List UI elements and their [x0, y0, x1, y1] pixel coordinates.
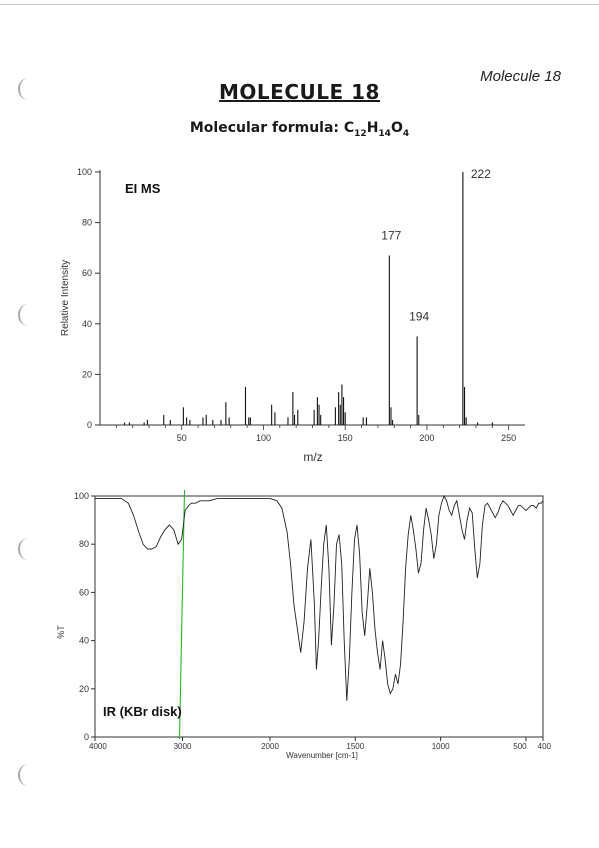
binder-hole-1	[18, 78, 38, 100]
binder-hole-2	[18, 304, 38, 326]
binder-hole-4	[18, 764, 38, 786]
ir-chart-title: IR (KBr disk)	[103, 704, 182, 719]
formula-element: H	[366, 120, 379, 136]
ir-x-tick-label: 2000	[261, 742, 279, 751]
ms-y-tick-label: 80	[82, 218, 92, 228]
ir-plot-frame	[94, 495, 544, 738]
ms-y-axis-label: Relative Intensity	[60, 260, 71, 336]
ms-y-tick-label: 100	[77, 167, 92, 177]
ms-x-axis-label: m/z	[303, 450, 322, 464]
formula-element: C	[343, 120, 355, 136]
formula-parts: C12H14O4	[343, 120, 410, 139]
binder-hole-3	[18, 538, 38, 560]
ir-x-tick-label: 400	[538, 742, 552, 751]
ms-x-tick-label: 200	[419, 433, 434, 443]
ir-x-tick-label: 500	[513, 742, 527, 751]
ir-x-tick-label: 1000	[432, 742, 450, 751]
ms-peaks	[123, 172, 493, 425]
ms-y-tick-label: 0	[87, 420, 92, 430]
scan-edge-line	[0, 4, 599, 5]
ir-y-tick-label: 20	[79, 684, 89, 694]
ir-y-tick-label: 0	[84, 732, 89, 742]
ir-y-tick-label: 100	[74, 491, 89, 501]
ms-peak-label: 194	[409, 309, 429, 323]
ms-x-tick-label: 50	[177, 433, 187, 443]
ms-x-tick-label: 150	[338, 433, 353, 443]
ir-y-tick-label: 40	[79, 636, 89, 646]
page-title: MOLECULE 18	[219, 80, 380, 104]
ir-x-tick-label: 3000	[174, 742, 192, 751]
ms-chart: 0 20 40 60 80 100 50 100 150 200 250 177 194 222 EI …	[60, 167, 525, 464]
formula-prefix: Molecular formula:	[189, 120, 344, 136]
ms-x-tick-label: 100	[256, 433, 271, 443]
ms-peak-label: 177	[381, 228, 401, 242]
formula-subscript: 12	[354, 128, 367, 139]
formula-subscript: 14	[378, 128, 391, 139]
page-title-wrap: MOLECULE 18	[0, 80, 599, 104]
ir-x-tick-label: 1500	[346, 742, 364, 751]
ir-trace	[95, 494, 544, 701]
ms-y-tick-label: 60	[82, 268, 92, 278]
ir-x-tick-label: 4000	[89, 742, 107, 751]
ms-peak-label: 222	[471, 167, 491, 181]
formula-subscript: 4	[402, 128, 410, 139]
ms-peak-labels: 177 194 222	[381, 167, 491, 323]
ir-x-axis-label: Wavenumber [cm-1]	[286, 751, 358, 760]
ms-y-tick-label: 40	[82, 319, 92, 329]
ms-x-tick-label: 250	[501, 433, 516, 443]
ir-marker-line	[178, 489, 186, 740]
corner-label: Molecule 18	[480, 68, 561, 85]
ir-y-tick-label: 60	[79, 587, 89, 597]
ms-chart-title: EI MS	[125, 181, 161, 196]
ir-axes: 0 20 40 60 80 100 4000 3000 2000 1500 1000 500 400	[74, 491, 552, 751]
ms-y-tick-label: 20	[82, 369, 92, 379]
ir-y-axis-label: %T	[56, 625, 66, 639]
formula-element: O	[390, 120, 403, 136]
molecular-formula: Molecular formula: C12H14O4	[0, 120, 599, 139]
ir-y-tick-label: 80	[79, 539, 89, 549]
